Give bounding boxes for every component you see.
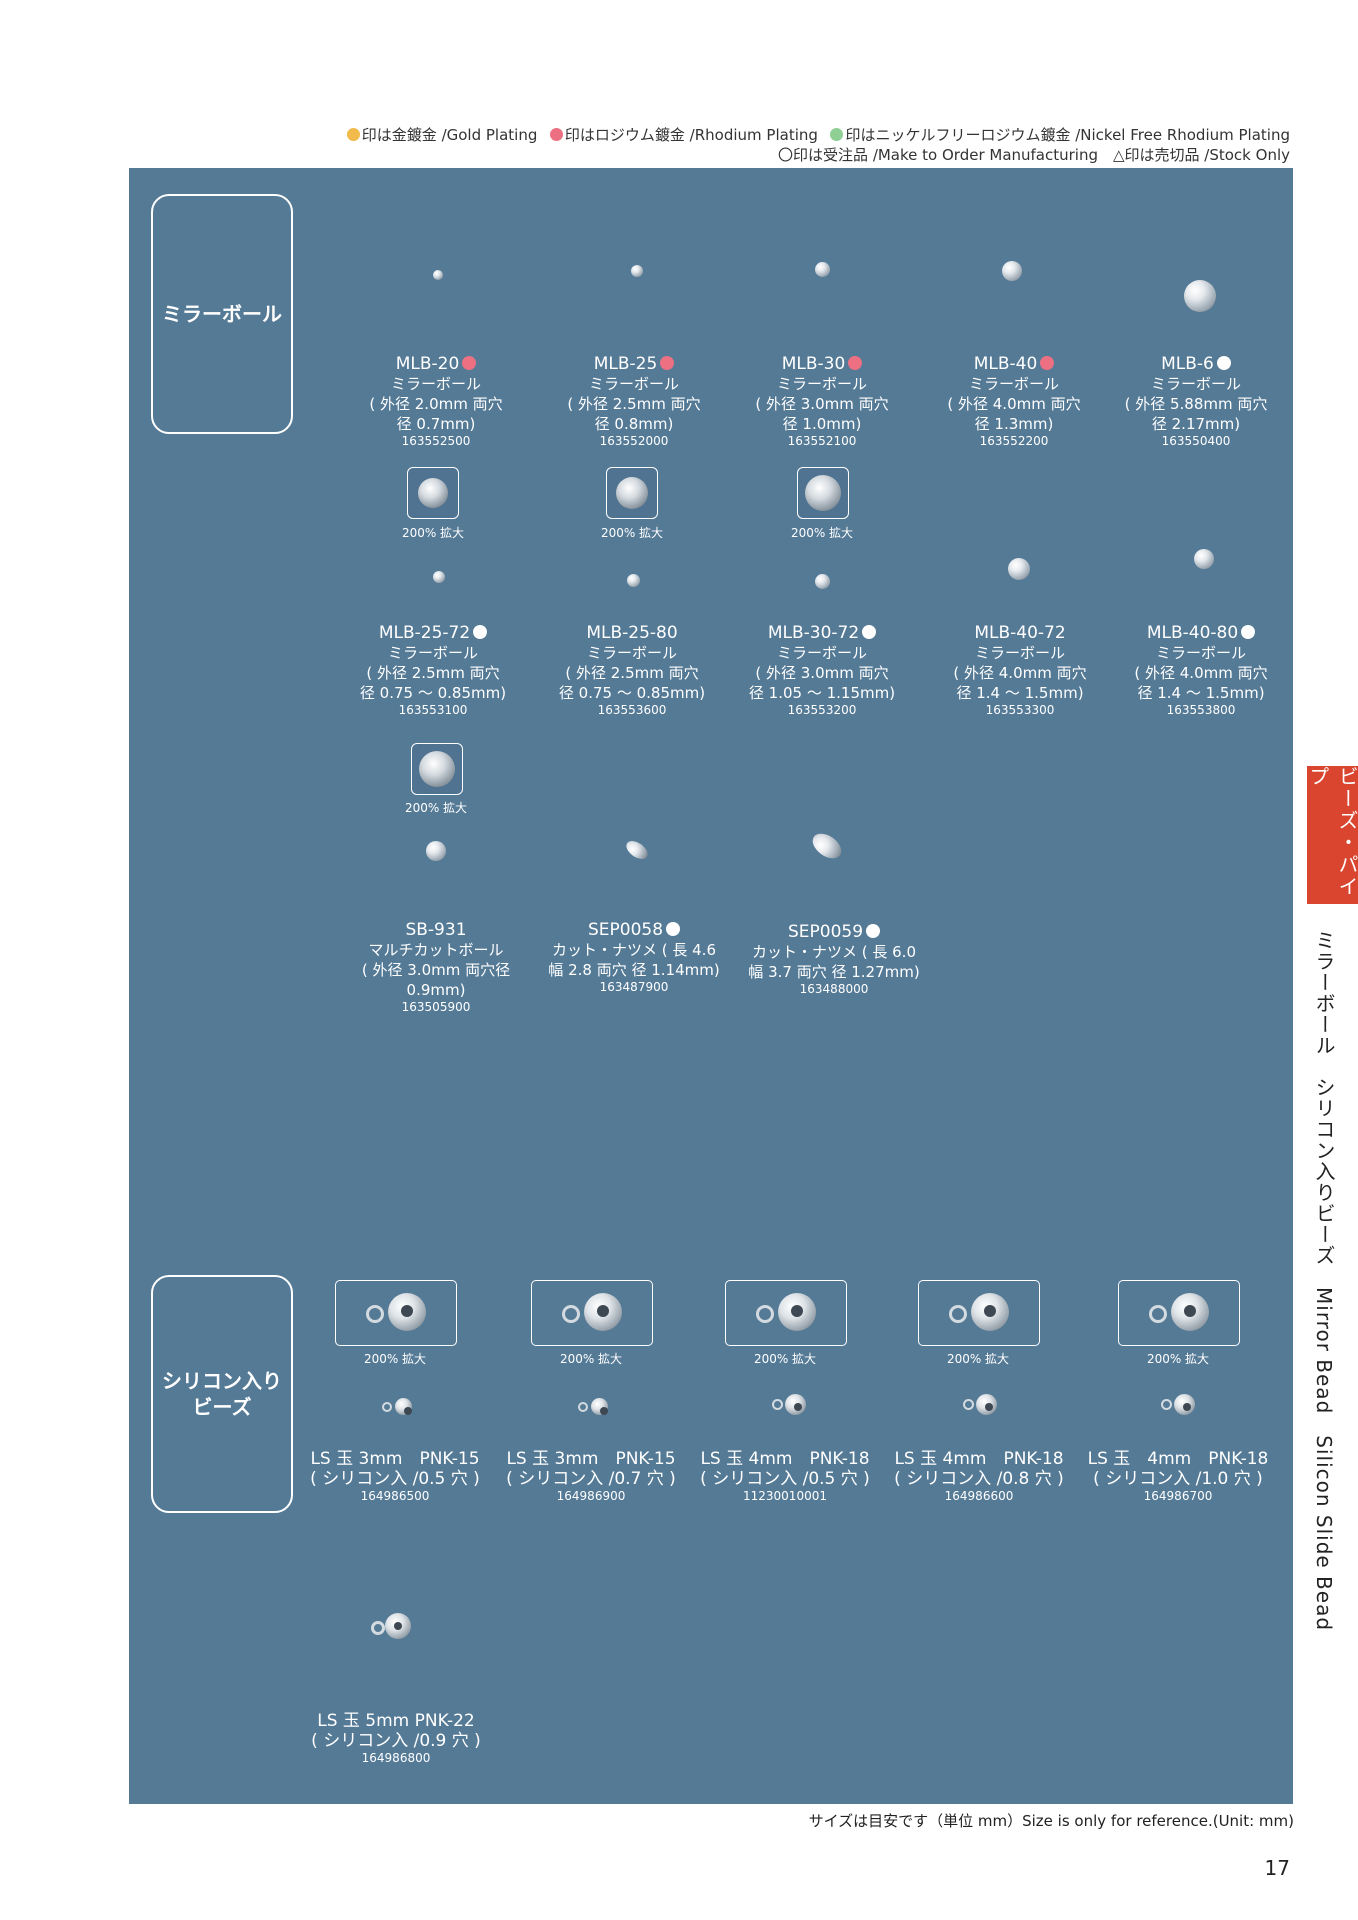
rhodium-mark-icon: [1040, 356, 1055, 370]
product-item: MLB-25-72 ミラーボール ( 外径 2.5mm 両穴 径 0.75 ～ …: [359, 623, 507, 717]
bead-image: [627, 574, 640, 587]
bead-image: [815, 574, 830, 589]
product-item: SEP0058 カット・ナツメ ( 長 4.6 幅 2.8 両穴 径 1.14m…: [548, 920, 720, 994]
category-silicon-bead: シリコン入り ビーズ: [151, 1275, 293, 1513]
rhodium-mark-icon: [462, 356, 477, 370]
legend-gold: 印は金鍍金 /Gold Plating: [344, 126, 537, 144]
product-item: MLB-30-72 ミラーボール ( 外径 3.0mm 両穴 径 1.05 ～ …: [748, 623, 896, 717]
section-tab: ビーズ・パイプ: [1306, 766, 1358, 904]
slide-bead-image: [382, 1398, 412, 1416]
order-legend: 〇印は受注品 /Make to Order Manufacturing △印は売…: [778, 146, 1290, 164]
rhodium-mark-icon: [848, 356, 863, 370]
zoom-inset: [531, 1280, 653, 1346]
bead-image: [1194, 549, 1214, 569]
size-note: サイズは目安です（単位 mm）Size is only for referenc…: [808, 1812, 1294, 1830]
zoom-inset: [411, 743, 463, 795]
zoom-caption: 200% 拡大: [600, 526, 664, 540]
product-item: MLB-40 ミラーボール ( 外径 4.0mm 両穴 径 1.3mm) 163…: [947, 354, 1081, 448]
bead-image: [1002, 261, 1022, 281]
bead-image: [1184, 280, 1216, 312]
product-item: LS 玉 3mm PNK-15 ( シリコン入 /0.5 穴 ) 1649865…: [310, 1449, 480, 1503]
pink-dot-icon: [549, 128, 563, 141]
page-number: 17: [1264, 1856, 1290, 1880]
category-mirror-ball: ミラーボール: [151, 194, 293, 434]
product-item: LS 玉 4mm PNK-18 ( シリコン入 /1.0 穴 ) 1649867…: [1087, 1449, 1269, 1503]
zoom-caption: 200% 拡大: [559, 1352, 623, 1366]
zoom-inset: [797, 467, 849, 519]
product-item: MLB-30 ミラーボール ( 外径 3.0mm 両穴 径 1.0mm) 163…: [755, 354, 889, 448]
bead-image: [815, 262, 830, 277]
zoom-caption: 200% 拡大: [401, 526, 465, 540]
order-mark-icon: [862, 625, 877, 639]
zoom-inset: [606, 467, 658, 519]
order-mark-icon: [666, 922, 681, 936]
product-item: LS 玉 3mm PNK-15 ( シリコン入 /0.7 穴 ) 1649869…: [506, 1449, 676, 1503]
slide-bead-image: [756, 1293, 816, 1331]
zoom-inset: [725, 1280, 847, 1346]
section-vertical-title: ミラーボール シリコン入りビーズ Mirror Bead Silicon Sli…: [1312, 930, 1336, 1632]
zoom-caption: 200% 拡大: [946, 1352, 1010, 1366]
product-item: MLB-6 ミラーボール ( 外径 5.88mm 両穴 径 2.17mm) 16…: [1124, 354, 1268, 448]
order-mark-icon: [473, 625, 488, 639]
product-item: SEP0059 カット・ナツメ ( 長 6.0 幅 3.7 両穴 径 1.27m…: [748, 922, 920, 996]
bead-image: [631, 265, 643, 277]
zoom-inset: [918, 1280, 1040, 1346]
slide-bead-image: [562, 1293, 622, 1331]
slide-bead-image: [371, 1613, 411, 1641]
zoom-caption: 200% 拡大: [404, 801, 468, 815]
product-item: MLB-40-72 ミラーボール ( 外径 4.0mm 両穴 径 1.4 ～ 1…: [953, 623, 1087, 717]
order-mark-icon: [1216, 356, 1231, 370]
zoom-inset: [407, 467, 459, 519]
product-item: MLB-40-80 ミラーボール ( 外径 4.0mm 両穴 径 1.4 ～ 1…: [1134, 623, 1268, 717]
green-dot-icon: [830, 128, 844, 141]
slide-bead-image: [949, 1293, 1009, 1331]
legend-rhodium: 印はロジウム鍍金 /Rhodium Plating: [547, 126, 818, 144]
product-item: LS 玉 4mm PNK-18 ( シリコン入 /0.5 穴 ) 1123001…: [700, 1449, 870, 1503]
product-item: LS 玉 5mm PNK-22 ( シリコン入 /0.9 穴 ) 1649868…: [311, 1711, 481, 1765]
bead-image: [1008, 558, 1030, 580]
order-mark-icon: [866, 924, 881, 938]
slide-bead-image: [578, 1398, 608, 1416]
product-item: MLB-25-80 ミラーボール ( 外径 2.5mm 両穴 径 0.75 ～ …: [558, 623, 706, 717]
slide-bead-image: [366, 1293, 426, 1331]
product-item: MLB-25 ミラーボール ( 外径 2.5mm 両穴 径 0.8mm) 163…: [567, 354, 701, 448]
product-item: LS 玉 4mm PNK-18 ( シリコン入 /0.8 穴 ) 1649866…: [894, 1449, 1064, 1503]
bead-image: [426, 841, 446, 861]
zoom-caption: 200% 拡大: [363, 1352, 427, 1366]
bead-image: [433, 270, 443, 280]
slide-bead-image: [963, 1394, 997, 1416]
product-panel: [129, 168, 1293, 1804]
product-item: SB-931 マルチカットボール ( 外径 3.0mm 両穴径 0.9mm) 1…: [361, 920, 511, 1014]
legend-nickel-free: 印はニッケルフリーロジウム鍍金 /Nickel Free Rhodium Pla…: [827, 126, 1290, 144]
zoom-inset: [335, 1280, 457, 1346]
zoom-caption: 200% 拡大: [1146, 1352, 1210, 1366]
slide-bead-image: [1161, 1394, 1195, 1416]
product-item: MLB-20 ミラーボール ( 外径 2.0mm 両穴 径 0.7mm) 163…: [369, 354, 503, 448]
order-mark-icon: [1241, 625, 1256, 639]
plating-legend: 印は金鍍金 /Gold Plating 印はロジウム鍍金 /Rhodium Pl…: [344, 124, 1290, 145]
slide-bead-image: [772, 1394, 806, 1416]
rhodium-mark-icon: [660, 356, 675, 370]
slide-bead-image: [1149, 1293, 1209, 1331]
zoom-inset: [1118, 1280, 1240, 1346]
gold-dot-icon: [346, 128, 360, 141]
zoom-caption: 200% 拡大: [753, 1352, 817, 1366]
zoom-caption: 200% 拡大: [790, 526, 854, 540]
bead-image: [433, 571, 445, 583]
